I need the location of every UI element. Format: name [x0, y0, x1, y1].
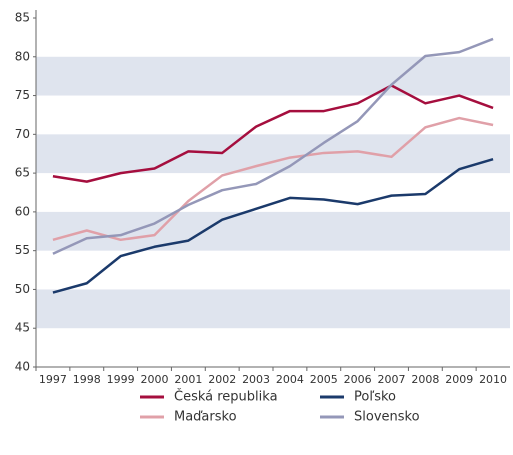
x-tick-label: 2001 — [174, 373, 202, 386]
grid-band — [36, 211, 510, 251]
x-tick-label: 2002 — [208, 373, 236, 386]
y-tick-label: 55 — [15, 243, 30, 257]
x-tick-label: 1998 — [73, 373, 101, 386]
x-tick-label: 2004 — [276, 373, 304, 386]
x-tick-label: 2010 — [479, 373, 507, 386]
y-tick-label: 50 — [15, 282, 30, 296]
y-tick-label: 40 — [15, 360, 30, 374]
x-tick-label: 1999 — [107, 373, 135, 386]
grid-band — [36, 289, 510, 329]
x-tick-label: 2008 — [411, 373, 439, 386]
grid-band — [36, 56, 510, 96]
x-tick-label: 2003 — [242, 373, 270, 386]
legend-label: Slovensko — [354, 410, 420, 425]
x-tick-label: 2005 — [310, 373, 338, 386]
x-tick-label: 2009 — [445, 373, 473, 386]
legend-label: Maďarsko — [174, 410, 237, 425]
series-line — [52, 84, 494, 183]
y-tick-label: 60 — [15, 204, 30, 218]
y-tick-label: 70 — [15, 127, 30, 141]
y-tick-label: 80 — [15, 49, 30, 63]
x-tick-label: 2000 — [141, 373, 169, 386]
legend-label: Poľsko — [354, 390, 396, 405]
x-tick-label: 2006 — [344, 373, 372, 386]
series-line — [52, 157, 494, 294]
series-line — [52, 37, 494, 255]
y-tick-label: 45 — [15, 321, 30, 335]
y-tick-label: 75 — [15, 88, 30, 102]
x-tick-label: 2007 — [378, 373, 406, 386]
y-tick-label: 65 — [15, 166, 30, 180]
series-line — [52, 116, 494, 242]
legend-label: Česká republika — [174, 389, 278, 405]
grid-band — [36, 134, 510, 174]
y-tick-label: 85 — [15, 11, 30, 25]
x-tick-label: 1997 — [39, 373, 67, 386]
